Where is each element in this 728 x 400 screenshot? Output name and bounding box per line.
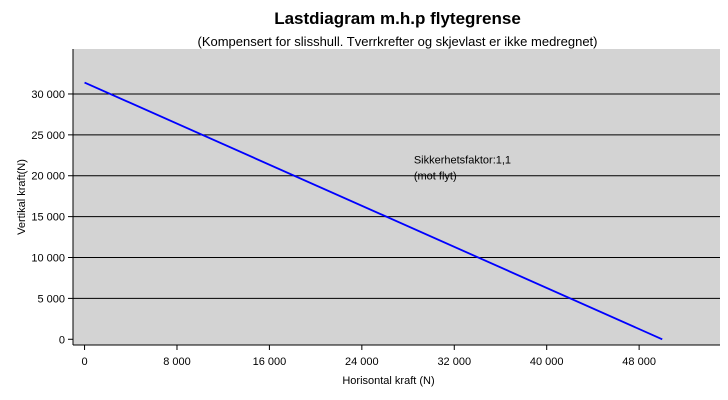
- gridlines: [73, 93, 720, 299]
- y-axis-ticks: 0 5 000 10 000 15 000 20 000 25 000 30 000: [31, 89, 73, 346]
- annotation-line: (mot flyt): [414, 170, 457, 182]
- annotation-line: Sikkerhetsfaktor:1,1: [414, 154, 511, 166]
- x-tick-label: 48 000: [622, 356, 656, 368]
- y-tick-label: 0: [59, 334, 65, 346]
- series-group: [84, 81, 663, 341]
- x-tick-label: 32 000: [437, 356, 471, 368]
- y-axis-label: Vertikal kraft(N): [16, 159, 28, 235]
- y-tick-label: 20 000: [31, 171, 65, 183]
- series-line: [84, 81, 663, 341]
- x-axis-ticks: 0 8 000 16 000 24 000 32 000 40 000 48 000: [81, 345, 656, 368]
- chart-title: Lastdiagram m.h.p flytegrense: [274, 9, 521, 28]
- y-tick-label: 10 000: [31, 253, 65, 265]
- x-axis-label: Horisontal kraft (N): [342, 375, 434, 387]
- x-tick-label: 0: [81, 356, 87, 368]
- x-tick-label: 16 000: [253, 356, 287, 368]
- x-tick-label: 40 000: [530, 356, 564, 368]
- chart-subtitle: (Kompensert for slisshull. Tverrkrefter …: [197, 34, 598, 49]
- plot-area: [73, 49, 720, 345]
- y-tick-label: 15 000: [31, 212, 65, 224]
- x-tick-label: 24 000: [345, 356, 379, 368]
- safety-factor-annotation: Sikkerhetsfaktor:1,1 (mot flyt): [414, 154, 511, 182]
- y-tick-label: 5 000: [37, 293, 65, 305]
- y-tick-label: 30 000: [31, 89, 65, 101]
- axes: [72, 49, 720, 346]
- y-tick-label: 25 000: [31, 130, 65, 142]
- x-tick-label: 8 000: [163, 356, 191, 368]
